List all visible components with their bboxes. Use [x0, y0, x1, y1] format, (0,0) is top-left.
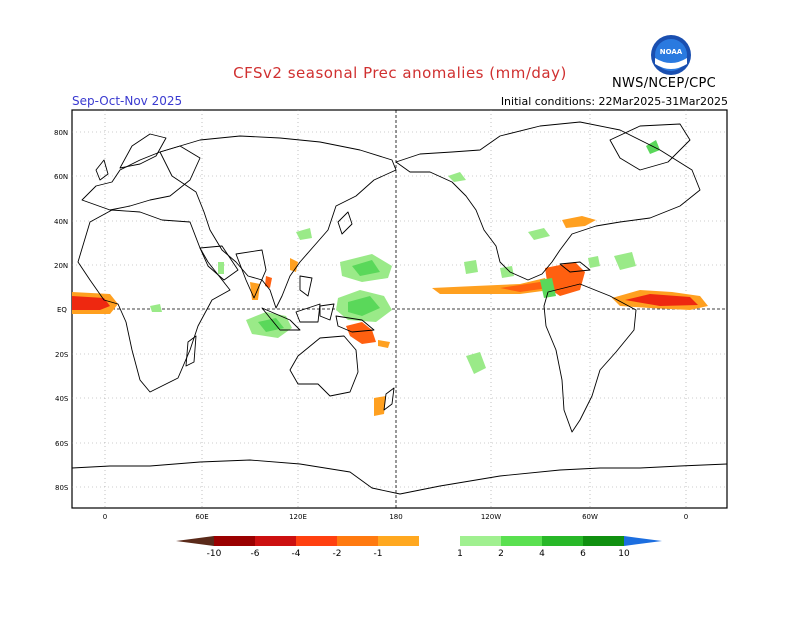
- colorbar-segment: [501, 536, 542, 546]
- lat-label-80n: 80N: [54, 129, 68, 137]
- lon-label-120w: 120W: [481, 513, 501, 521]
- lat-labels: 80N 60N 40N 20N EQ 20S 40S 60S 80S: [54, 129, 69, 492]
- anomaly-shading: [72, 140, 708, 416]
- colorbar-segment: [419, 536, 460, 546]
- colorbar: -10 -6 -4 -2 -1 1 2 4 6 10: [176, 536, 662, 559]
- noaa-logo: NOAA: [651, 35, 691, 75]
- chart-title: CFSv2 seasonal Prec anomalies (mm/day): [233, 64, 567, 82]
- colorbar-label: -1: [374, 549, 383, 559]
- lon-label-60e: 60E: [195, 513, 208, 521]
- lat-label-80s: 80S: [55, 484, 69, 492]
- lat-label-60n: 60N: [54, 173, 68, 181]
- org-label: NWS/NCEP/CPC: [612, 76, 717, 91]
- colorbar-label: 2: [498, 549, 504, 559]
- lon-label-120e: 120E: [289, 513, 307, 521]
- colorbar-arrow-right: [624, 536, 662, 546]
- colorbar-label: 1: [457, 549, 463, 559]
- lon-labels: 0 60E 120E 180 120W 60W 0: [103, 513, 688, 521]
- coastlines: [71, 121, 728, 495]
- lat-label-20n: 20N: [54, 262, 68, 270]
- colorbar-label: -2: [333, 549, 342, 559]
- colorbar-segment: [337, 536, 378, 546]
- logo-text: NOAA: [660, 48, 683, 56]
- colorbar-segment: [255, 536, 296, 546]
- colorbar-label: -6: [251, 549, 260, 559]
- lat-label-eq: EQ: [57, 306, 67, 314]
- lon-label-60w: 60W: [582, 513, 598, 521]
- colorbar-segment: [542, 536, 583, 546]
- lat-label-40s: 40S: [55, 395, 69, 403]
- colorbar-label: 6: [580, 549, 586, 559]
- initial-conditions-label: Initial conditions: 22Mar2025-31Mar2025: [500, 95, 728, 108]
- lat-label-60s: 60S: [55, 440, 69, 448]
- lon-label-0-east: 0: [684, 513, 688, 521]
- colorbar-segment: [296, 536, 337, 546]
- colorbar-segment: [583, 536, 624, 546]
- lon-label-0: 0: [103, 513, 107, 521]
- lat-label-40n: 40N: [54, 218, 68, 226]
- colorbar-segment: [214, 536, 255, 546]
- season-label: Sep-Oct-Nov 2025: [72, 94, 183, 108]
- colorbar-label: -4: [292, 549, 301, 559]
- lon-label-180: 180: [389, 513, 402, 521]
- colorbar-arrow-left: [176, 536, 214, 546]
- colorbar-label: 4: [539, 549, 545, 559]
- colorbar-segment: [460, 536, 501, 546]
- colorbar-segment: [378, 536, 419, 546]
- lat-label-20s: 20S: [55, 351, 69, 359]
- colorbar-label: -10: [207, 549, 222, 559]
- colorbar-label: 10: [618, 549, 630, 559]
